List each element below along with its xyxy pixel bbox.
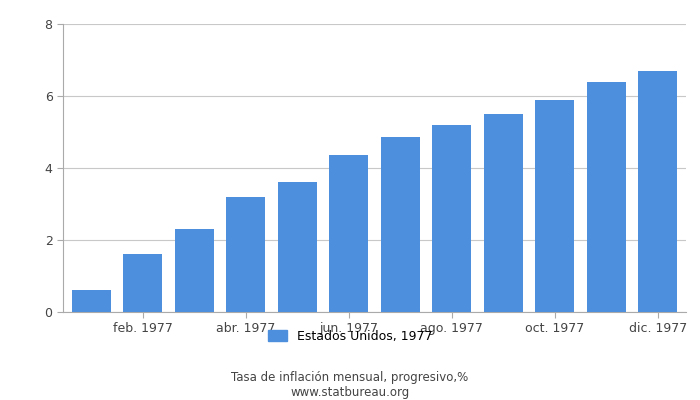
Bar — [123, 254, 162, 312]
Bar — [381, 137, 419, 312]
Text: Tasa de inflación mensual, progresivo,%: Tasa de inflación mensual, progresivo,% — [232, 372, 468, 384]
Bar — [638, 71, 677, 312]
Bar — [433, 125, 471, 312]
Bar — [278, 182, 316, 312]
Bar — [72, 290, 111, 312]
Bar — [587, 82, 626, 312]
Legend: Estados Unidos, 1977: Estados Unidos, 1977 — [263, 325, 437, 348]
Bar — [484, 114, 522, 312]
Bar — [227, 197, 265, 312]
Text: www.statbureau.org: www.statbureau.org — [290, 386, 410, 399]
Bar — [175, 229, 214, 312]
Bar — [536, 100, 574, 312]
Bar — [330, 155, 368, 312]
